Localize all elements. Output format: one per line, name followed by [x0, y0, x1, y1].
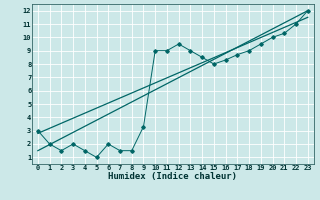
- X-axis label: Humidex (Indice chaleur): Humidex (Indice chaleur): [108, 172, 237, 181]
